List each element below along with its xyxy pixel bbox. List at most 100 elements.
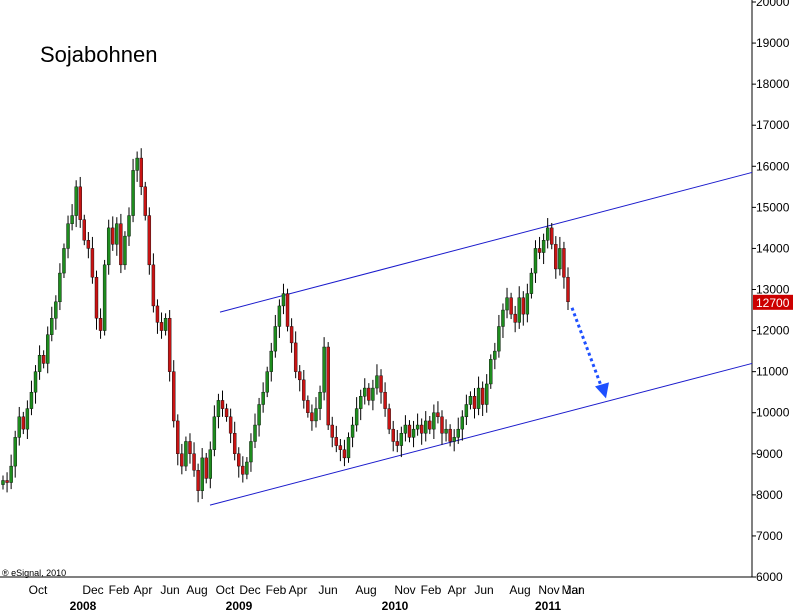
candle-body [509, 297, 513, 315]
candle-body [62, 248, 66, 274]
x-axis-labels: Oct Dec Feb Apr Jun Aug Oct Dec Feb Apr Jun Aug Nov F… [29, 583, 585, 613]
candle [123, 231, 127, 270]
candle-body [550, 227, 554, 245]
candle-body [289, 326, 294, 344]
candle [192, 442, 196, 477]
candle-body [127, 215, 131, 237]
candle-body [1, 480, 5, 485]
candle [232, 421, 237, 461]
candle-body [192, 453, 196, 471]
candle-body [208, 449, 213, 479]
candle [485, 374, 489, 413]
candle [375, 364, 379, 395]
candle [476, 376, 481, 416]
candle-body [306, 400, 310, 413]
y-tick-label: 8000 [756, 488, 783, 502]
candle-body [131, 170, 135, 216]
candle-body [33, 371, 38, 393]
candle [387, 403, 391, 435]
candle-body [330, 424, 334, 438]
candle [261, 382, 265, 413]
candle [472, 388, 477, 419]
candle [237, 447, 241, 478]
candle [1, 475, 5, 490]
candle [54, 295, 58, 330]
candle [529, 268, 534, 299]
x-tick-label: Mar [562, 583, 583, 597]
candle [90, 236, 95, 284]
candle [371, 379, 375, 411]
candle [440, 410, 444, 445]
candle [367, 383, 371, 406]
candle [436, 401, 440, 424]
candle [5, 472, 9, 493]
candle-body [411, 428, 416, 438]
x-tick-label: Dec [239, 583, 260, 597]
candle-body [204, 457, 208, 479]
candle [37, 345, 42, 380]
x-tick-label: Apr [134, 583, 153, 597]
candle [281, 283, 286, 315]
candle-body [273, 326, 278, 352]
forecast-arrow [570, 307, 609, 399]
candle-body [432, 412, 436, 430]
arrow-shaft [570, 307, 604, 389]
candle-body [188, 441, 192, 454]
candle [155, 299, 160, 334]
candle-body [395, 441, 399, 446]
candle-body [281, 293, 286, 307]
candle-body [440, 416, 444, 434]
candle-body [159, 322, 164, 331]
candle-body [537, 248, 542, 253]
y-tick-label: 13000 [756, 283, 790, 297]
candle-body [74, 186, 78, 216]
candle [464, 394, 469, 426]
candle [50, 306, 54, 342]
x-year-label: 2011 [535, 599, 561, 613]
candle [9, 454, 13, 490]
candle-body [17, 416, 21, 438]
candle [139, 148, 143, 196]
candle-body [285, 293, 290, 327]
x-tick-label: Dec [82, 583, 103, 597]
candle [338, 439, 343, 462]
candle [550, 222, 554, 250]
candle [521, 291, 525, 326]
candle-body [468, 396, 473, 405]
candle-body [517, 297, 521, 323]
candle [167, 310, 172, 382]
x-tick-label: Feb [421, 583, 442, 597]
candle-body [501, 309, 505, 327]
candle-body [232, 433, 237, 454]
candle-body [102, 264, 107, 331]
candle [13, 430, 17, 478]
candle-body [424, 420, 428, 434]
last-value-label: 12700 [756, 296, 790, 310]
candle [180, 443, 184, 475]
candle-body [257, 404, 261, 426]
x-tick-label: Aug [509, 583, 530, 597]
candle-body [407, 424, 412, 438]
candle-body [464, 404, 469, 418]
y-axis-labels: 6000 7000 8000 9000 10000 11000 12000 13000 1400… [753, 0, 793, 584]
candle [497, 314, 501, 358]
candle [310, 404, 314, 431]
y-tick-label: 19000 [756, 36, 790, 50]
candle-body [265, 371, 269, 393]
y-tick-label: 17000 [756, 118, 790, 132]
candle [200, 448, 204, 499]
candle-body [533, 248, 538, 274]
candle [326, 342, 330, 430]
candle [493, 342, 497, 370]
candle [489, 354, 493, 389]
x-tick-label: Feb [109, 583, 130, 597]
candle [143, 181, 147, 221]
x-tick-label: Jun [474, 583, 493, 597]
candle [350, 416, 355, 448]
candle-body [180, 453, 184, 467]
candle [58, 263, 62, 311]
candle-body [541, 240, 546, 253]
candle-body [41, 355, 46, 364]
candle-body [371, 387, 375, 401]
candle [289, 318, 294, 353]
